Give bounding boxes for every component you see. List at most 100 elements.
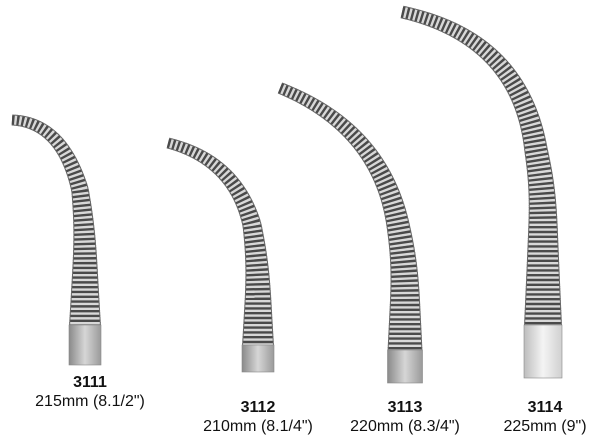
product-size: 210mm (8.1/4") [203, 418, 313, 435]
serration [495, 61, 509, 74]
serration [29, 118, 36, 129]
serration [403, 7, 409, 19]
serration [194, 149, 202, 160]
serration [182, 143, 189, 154]
forceps-jaw [277, 82, 423, 384]
serration [240, 209, 257, 218]
serration [377, 180, 395, 190]
serration [381, 194, 401, 203]
serration [512, 93, 530, 104]
serration [470, 36, 481, 50]
serration [299, 93, 307, 104]
serration [354, 138, 368, 150]
serration [303, 95, 312, 107]
serration [517, 106, 536, 116]
serration [222, 173, 234, 184]
serration [492, 58, 506, 71]
serration [353, 136, 366, 149]
serration [184, 144, 191, 155]
serration [516, 104, 535, 114]
serration [423, 12, 430, 25]
serration [447, 22, 455, 35]
serration [487, 52, 501, 65]
serration [69, 176, 85, 184]
serration [65, 162, 79, 171]
jaw-base [241, 344, 275, 373]
serration [190, 147, 198, 158]
serration [409, 8, 416, 21]
serration [387, 220, 409, 228]
serration [386, 213, 407, 221]
serration [31, 119, 38, 130]
serration [295, 91, 303, 102]
serration [66, 164, 80, 173]
serration [326, 110, 337, 122]
serration [364, 152, 379, 164]
serration [288, 88, 296, 99]
serration [464, 32, 475, 46]
serration [360, 146, 374, 158]
serration [459, 29, 469, 42]
serration [514, 97, 532, 108]
forceps-jaw [166, 137, 275, 373]
serration [468, 35, 479, 49]
serration [192, 148, 200, 159]
serration [500, 69, 516, 82]
serration [339, 121, 350, 133]
serration [38, 124, 47, 135]
serration [405, 7, 411, 19]
serration [453, 25, 462, 38]
serration [378, 184, 397, 195]
serration [507, 82, 524, 93]
serration [511, 90, 529, 102]
serration [457, 27, 466, 41]
serration [177, 142, 184, 152]
serration [474, 39, 485, 53]
serration [213, 162, 223, 174]
serration [504, 75, 520, 87]
serration [188, 146, 196, 157]
serration [71, 183, 87, 191]
serration [383, 201, 404, 210]
product-code: 3112 [241, 399, 276, 416]
serration [337, 119, 348, 132]
serration [226, 178, 239, 189]
serration [315, 102, 324, 114]
serration [236, 197, 252, 207]
serration [211, 161, 222, 172]
serration [67, 169, 82, 177]
serration [225, 176, 238, 187]
serration [497, 65, 512, 78]
serration [358, 144, 373, 156]
serration [69, 174, 84, 182]
serration [335, 118, 347, 130]
serration [523, 130, 544, 138]
serration [521, 121, 541, 130]
instruments [11, 5, 563, 384]
serration [412, 9, 418, 21]
serration [350, 133, 363, 145]
serration [451, 24, 460, 37]
product-code: 3111 [73, 374, 107, 391]
serration [486, 50, 499, 64]
serration [372, 169, 390, 180]
serration [515, 102, 534, 112]
serration [519, 114, 539, 123]
serration [234, 193, 249, 203]
serration [214, 164, 225, 175]
serration [513, 95, 531, 106]
serration [70, 181, 87, 188]
serration [221, 171, 233, 182]
serration [311, 100, 320, 112]
serration [400, 6, 406, 18]
serration [481, 45, 493, 59]
serration [241, 214, 259, 222]
forceps-jaw [11, 114, 102, 366]
serration [166, 138, 172, 149]
serration [202, 154, 211, 165]
serration [239, 207, 256, 216]
serration [45, 130, 56, 141]
serration [381, 191, 400, 201]
serration [376, 178, 394, 188]
serration [348, 131, 361, 143]
